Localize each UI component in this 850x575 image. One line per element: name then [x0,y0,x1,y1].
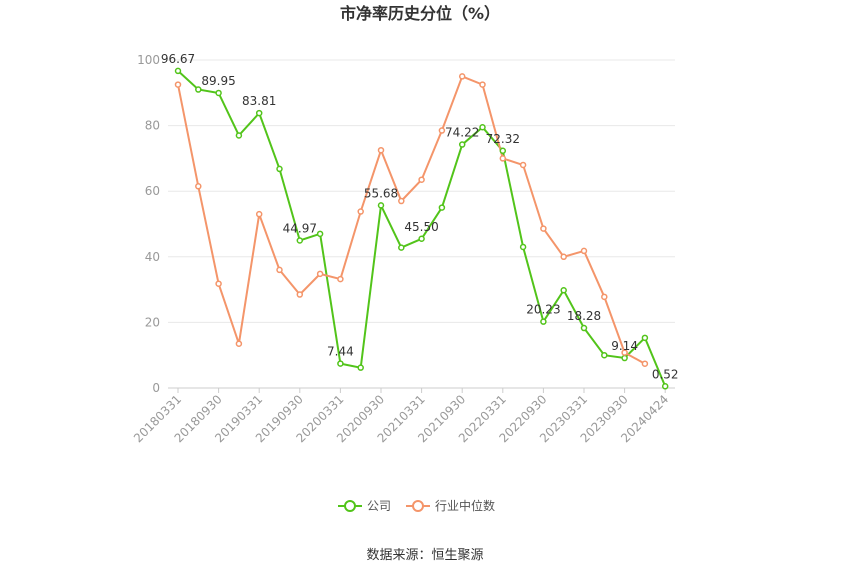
data-point[interactable] [377,202,385,209]
data-point[interactable] [540,225,547,232]
data-point[interactable] [560,253,567,261]
data-point[interactable] [316,270,324,278]
data-point[interactable] [296,237,304,244]
x-axis: 2018033120180930201903312019093020200331… [131,388,671,445]
data-point[interactable] [601,351,608,359]
data-point[interactable] [276,165,283,173]
y-tick-label: 60 [145,184,160,198]
data-label: 18.28 [567,309,601,323]
data-point[interactable] [215,280,222,287]
series-points [174,67,669,390]
data-point[interactable] [357,208,364,215]
data-point[interactable] [337,360,344,367]
data-point[interactable] [337,275,344,283]
data-point[interactable] [479,123,486,131]
y-tick-label: 40 [145,250,160,264]
data-point[interactable] [418,176,425,183]
data-point[interactable] [235,340,243,347]
data-label: 55.68 [364,186,398,200]
data-point[interactable] [641,360,649,367]
source-note: 数据来源：恒生聚源 [366,548,483,563]
data-point[interactable] [479,81,486,88]
data-point[interactable] [519,161,527,169]
data-point[interactable] [398,197,405,205]
data-point[interactable] [458,73,466,80]
y-tick-label: 0 [152,381,160,395]
data-point[interactable] [580,324,588,332]
legend[interactable]: 公司 行业中位数 [338,498,495,513]
data-label: 83.81 [242,94,276,108]
data-label: 89.95 [201,74,235,88]
data-point[interactable] [560,287,567,294]
data-point[interactable] [398,244,405,251]
data-point[interactable] [621,354,628,362]
data-point[interactable] [499,147,507,155]
data-label: 44.97 [283,221,317,235]
data-point[interactable] [276,266,283,274]
data-point[interactable] [621,349,628,356]
data-label: 74.22 [445,126,479,140]
data-point[interactable] [255,109,263,117]
data-point[interactable] [316,230,324,238]
data-point[interactable] [601,293,608,301]
series-line-1 [177,75,646,365]
data-label: 0.52 [652,367,679,381]
data-point[interactable] [174,81,182,88]
data-point[interactable] [438,204,446,211]
data-point[interactable] [438,127,446,134]
legend-label: 公司 [367,499,391,513]
data-point[interactable] [255,210,263,218]
data-point[interactable] [661,383,669,390]
data-point[interactable] [499,155,507,162]
data-label: 20.23 [526,303,560,317]
data-point[interactable] [235,132,243,139]
data-label: 72.32 [486,132,520,146]
data-point[interactable] [580,247,588,255]
data-point[interactable] [641,334,649,342]
data-point[interactable] [519,243,527,251]
data-point[interactable] [195,86,202,93]
legend-marker-icon [412,500,424,512]
data-label: 7.44 [327,345,354,359]
y-tick-label: 80 [145,119,160,133]
data-labels: 96.67 89.95 83.81 44.97 7.44 55.68 45.50 74.22 7… [161,52,679,381]
data-point[interactable] [458,141,466,148]
data-point[interactable] [215,89,222,97]
data-label: 45.50 [404,220,438,234]
legend-item-1[interactable]: 行业中位数 [406,498,495,513]
data-point[interactable] [195,183,202,190]
data-label: 9.14 [611,339,638,353]
legend-item-0[interactable]: 公司 [338,499,391,513]
data-point[interactable] [540,318,547,325]
y-axis: 0 20 40 60 80 100 [137,53,160,395]
data-point[interactable] [377,146,385,154]
data-label: 96.67 [161,52,195,66]
legend-marker-icon [344,500,356,512]
data-point[interactable] [418,235,425,243]
data-point[interactable] [174,67,182,75]
legend-label: 行业中位数 [435,498,495,513]
data-point[interactable] [296,291,304,298]
y-tick-label: 20 [145,315,160,329]
y-tick-label: 100 [137,53,160,67]
data-point[interactable] [357,364,364,371]
chart-title: 市净率历史分位（%） [340,4,500,23]
